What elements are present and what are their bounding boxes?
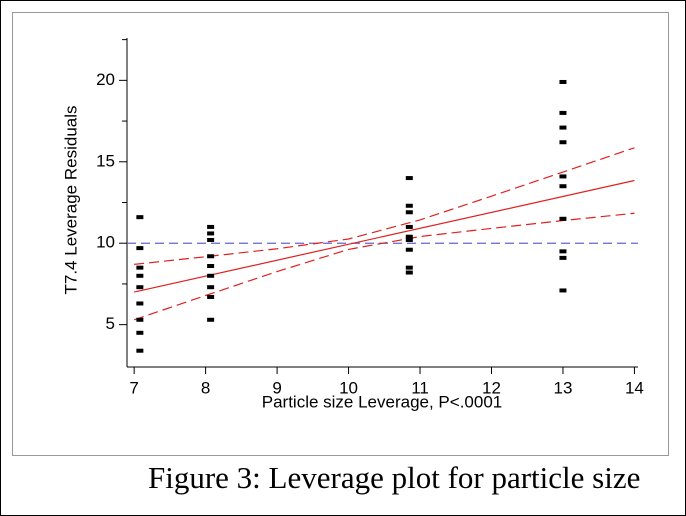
point — [207, 317, 215, 322]
x-tick-label: 11 — [411, 378, 429, 397]
point — [559, 125, 567, 130]
point — [207, 237, 215, 242]
y-tick-label: 15 — [96, 151, 115, 170]
point — [136, 348, 144, 353]
x-axis-label: Particle size Leverage, P<.0001 — [262, 392, 503, 411]
point — [405, 234, 413, 239]
point — [405, 203, 413, 208]
caption: Figure 3: Leverage plot for particle siz… — [148, 460, 640, 495]
x-tick-label: 7 — [129, 378, 138, 397]
confidence-curve — [133, 212, 635, 321]
point — [136, 330, 144, 335]
point — [136, 215, 144, 220]
point — [559, 255, 567, 260]
point — [405, 224, 413, 229]
x-tick-label: 8 — [201, 378, 210, 397]
point — [559, 140, 567, 145]
point — [405, 176, 413, 181]
point — [405, 237, 413, 242]
point — [559, 249, 567, 254]
point — [136, 301, 144, 306]
point — [136, 246, 144, 251]
y-tick-label: 5 — [106, 314, 115, 333]
point — [136, 285, 144, 290]
point — [559, 216, 567, 221]
point — [207, 231, 215, 236]
x-tick-label: 10 — [339, 378, 358, 397]
fit-line — [134, 179, 635, 293]
point — [207, 273, 215, 278]
x-tick-label: 14 — [625, 378, 644, 397]
chart-frame — [12, 12, 669, 456]
x-tick-label: 9 — [272, 378, 281, 397]
point — [405, 270, 413, 275]
x-tick-label: 12 — [482, 378, 501, 397]
point — [559, 174, 567, 179]
point — [559, 288, 567, 293]
point — [136, 317, 144, 322]
point — [405, 210, 413, 215]
confidence-curve — [134, 147, 635, 265]
point — [405, 247, 413, 252]
point — [559, 79, 567, 84]
point — [559, 110, 567, 115]
y-tick-label: 10 — [96, 233, 115, 252]
point — [136, 265, 144, 270]
point — [207, 294, 215, 299]
point — [207, 224, 215, 229]
point — [207, 285, 215, 290]
y-tick-label: 20 — [96, 70, 115, 89]
point — [405, 265, 413, 270]
point — [207, 264, 215, 269]
point — [559, 184, 567, 189]
y-axis-label: T7.4 Leverage Residuals — [61, 105, 80, 294]
x-tick-label: 13 — [553, 378, 572, 397]
point — [207, 254, 215, 259]
point — [136, 273, 144, 278]
